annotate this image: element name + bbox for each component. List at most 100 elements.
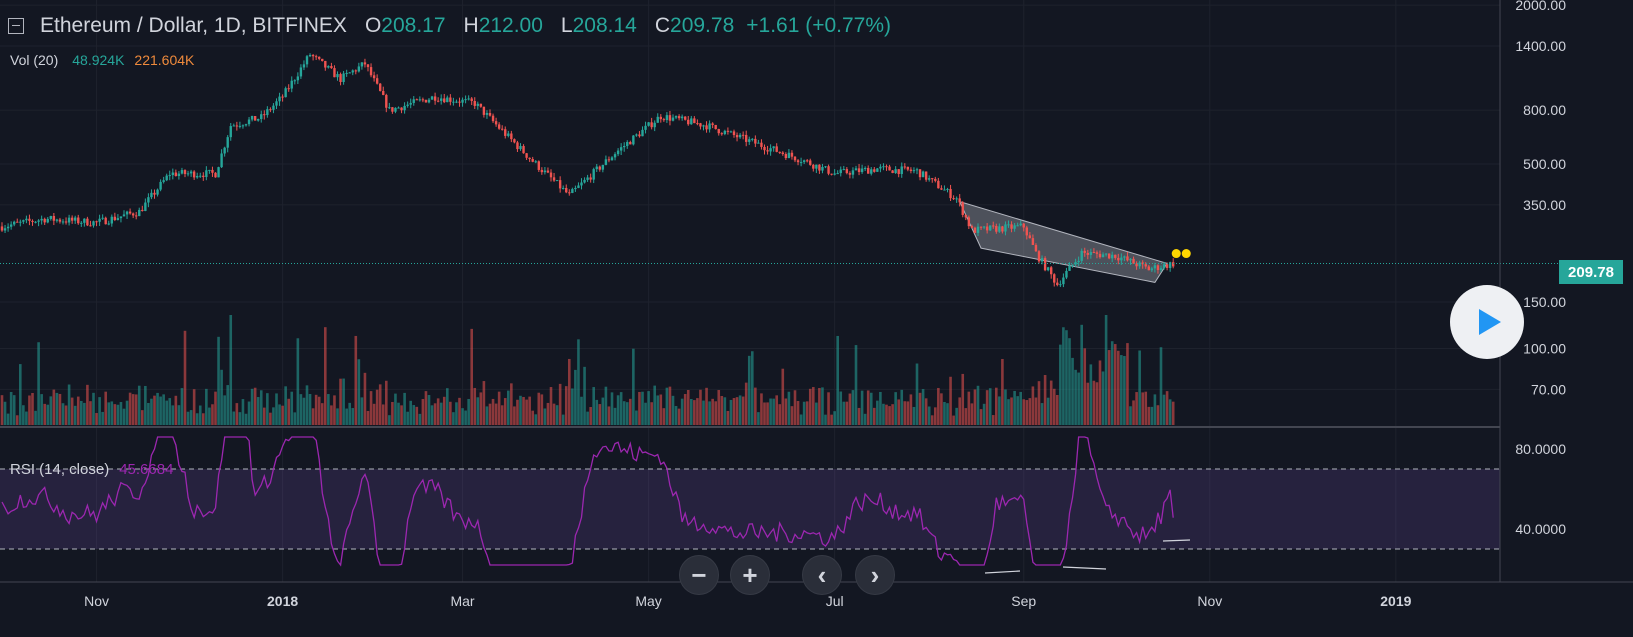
volume-bar	[738, 395, 742, 425]
volume-bar	[1147, 406, 1151, 425]
candle-body	[1117, 257, 1120, 261]
volume-bar	[574, 369, 577, 425]
candle-body	[305, 56, 309, 65]
candle-body	[687, 119, 690, 125]
candle-body	[659, 116, 662, 120]
candle-body	[348, 72, 351, 74]
volume-bar	[561, 414, 565, 425]
zoom-in-button[interactable]: +	[730, 555, 770, 595]
play-button[interactable]	[1450, 285, 1524, 359]
volume-bar	[647, 391, 650, 425]
volume-bar	[507, 390, 510, 425]
candle-body	[732, 131, 736, 136]
candle-body	[223, 147, 226, 154]
rsi-axis[interactable]: 40.0000 80.0000	[1515, 441, 1566, 537]
volume-bar	[1074, 369, 1077, 425]
candle-body	[1080, 250, 1083, 261]
candle-body	[1046, 267, 1050, 271]
volume-bar	[452, 412, 455, 425]
candle-body	[351, 70, 354, 73]
candle-body	[726, 130, 730, 132]
volume-bar	[354, 335, 358, 425]
candle-body	[998, 226, 1001, 232]
candle-body	[516, 142, 519, 150]
volume-bar	[799, 414, 803, 425]
candle-body	[525, 153, 528, 158]
volume-bar	[906, 401, 910, 425]
volume-bar	[873, 407, 876, 425]
volume-bar	[815, 402, 818, 425]
volume-bar	[238, 412, 242, 425]
volume-bar	[699, 389, 702, 425]
candle-body	[241, 125, 245, 127]
volume-bar	[1077, 372, 1080, 425]
collapse-icon[interactable]	[8, 18, 24, 34]
volume-bar	[1095, 382, 1099, 425]
volume-bar	[49, 396, 53, 425]
volume-bar	[525, 399, 528, 425]
candle-body	[64, 221, 68, 223]
candle-body	[260, 114, 263, 120]
candle-body	[693, 118, 696, 124]
volume-label[interactable]: Vol (20)	[10, 52, 59, 68]
volume-bar	[909, 394, 913, 425]
volume-bar	[534, 414, 538, 425]
rsi-label[interactable]: RSI (14, close)	[10, 461, 110, 478]
candle-body	[455, 101, 458, 103]
volume-bar	[876, 400, 879, 425]
candle-body	[162, 180, 165, 182]
volume-bar	[211, 404, 214, 425]
candle-body	[958, 198, 961, 203]
candle-body	[885, 166, 888, 168]
volume-bar	[418, 413, 422, 425]
candle-body	[653, 122, 656, 128]
volume-bar	[1059, 344, 1062, 425]
volume-bar	[1098, 360, 1102, 425]
candle-body	[546, 170, 550, 173]
zoom-out-button[interactable]: −	[679, 555, 719, 595]
volume-bar	[982, 403, 986, 425]
volume-bar	[1086, 382, 1090, 425]
volume-bar	[595, 399, 599, 425]
candle-body	[650, 122, 653, 128]
candle-body	[882, 166, 885, 168]
candle-body	[397, 107, 400, 109]
volume-bar	[314, 394, 318, 425]
volume-bar	[888, 406, 891, 425]
candle-body	[867, 167, 870, 174]
scroll-left-button[interactable]: ‹	[802, 555, 842, 595]
volume-bar	[205, 388, 208, 425]
candle-body	[555, 180, 559, 182]
candle-body	[95, 221, 98, 223]
volume-bar	[226, 385, 229, 425]
candle-body	[302, 64, 306, 68]
volume-bar	[284, 386, 287, 425]
volume-bar	[320, 403, 324, 425]
candle-body	[342, 73, 345, 82]
candle-body	[571, 189, 574, 193]
volume-bar	[1049, 380, 1053, 425]
candle-body	[443, 98, 446, 103]
candle-body	[406, 104, 409, 106]
candle-body	[613, 154, 617, 158]
volume-bar	[900, 389, 904, 425]
volume-bar	[1062, 327, 1065, 425]
volume-bar	[15, 415, 19, 425]
price-axis[interactable]: 70.00 100.00 150.00 350.00 500.00 800.00 1400.…	[1515, 0, 1566, 397]
candle-body	[101, 217, 104, 219]
candle-body	[565, 187, 568, 193]
volume-bar	[821, 387, 824, 425]
candle-body	[1147, 266, 1150, 271]
time-axis[interactable]: Nov 2018 Mar May Jul Sep Nov 2019	[84, 593, 1412, 609]
volume-bar	[171, 405, 175, 425]
candle-body	[238, 125, 242, 127]
volume-bar	[299, 394, 303, 425]
volume-bar	[751, 351, 754, 425]
symbol-title[interactable]: Ethereum / Dollar, 1D, BITFINEX	[40, 14, 347, 37]
volume-bar	[589, 407, 592, 425]
candle-body	[229, 126, 232, 138]
volume-bar	[67, 384, 71, 425]
candle-body	[269, 109, 272, 111]
scroll-right-button[interactable]: ›	[855, 555, 895, 595]
